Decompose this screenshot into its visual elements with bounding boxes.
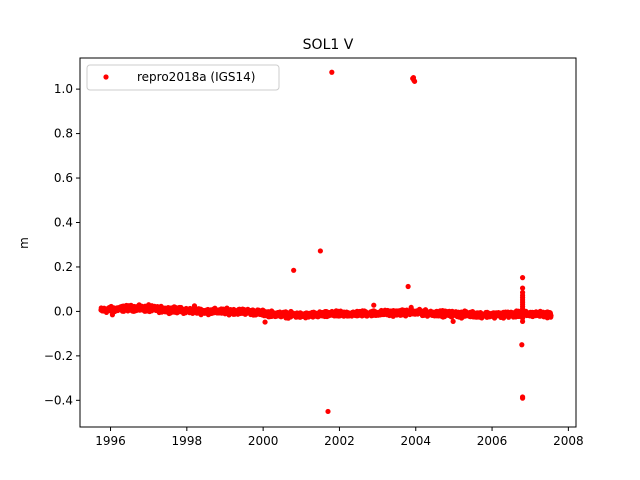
- y-tick-label: 0.8: [54, 127, 73, 141]
- x-tick-label: 1998: [172, 434, 203, 448]
- chart-title: SOL1 V: [303, 37, 354, 53]
- series-points: [98, 69, 554, 415]
- data-point: [458, 315, 465, 321]
- y-axis-label: m: [17, 237, 31, 249]
- data-point: [329, 69, 335, 75]
- data-point: [519, 342, 525, 348]
- x-axis-ticks: 1996 1998 2000 2002 2004 2006 2008: [95, 427, 584, 448]
- data-point: [146, 302, 152, 308]
- y-tick-label: −0.4: [44, 393, 73, 407]
- data-point: [519, 306, 526, 312]
- data-point: [450, 318, 456, 325]
- x-tick-label: 2008: [553, 434, 584, 448]
- data-point: [107, 304, 114, 310]
- data-point: [519, 395, 526, 401]
- data-point: [500, 315, 507, 321]
- data-point: [371, 302, 377, 308]
- data-point: [262, 319, 268, 325]
- data-point: [317, 248, 323, 254]
- x-tick-label: 2004: [400, 434, 431, 448]
- y-tick-label: −0.2: [44, 349, 73, 363]
- y-tick-label: 0.6: [54, 171, 73, 185]
- y-tick-label: 1.0: [54, 82, 73, 96]
- data-point: [519, 285, 526, 291]
- data-point: [405, 283, 411, 290]
- axes-frame: [79, 57, 577, 428]
- data-point: [291, 267, 297, 273]
- data-point: [548, 312, 554, 319]
- x-tick-label: 2000: [248, 434, 279, 448]
- legend-box: [86, 64, 280, 91]
- x-tick-label: 2002: [324, 434, 355, 448]
- legend-label: repro2018a (IGS14): [137, 70, 255, 84]
- data-point: [519, 275, 526, 281]
- x-tick-label: 2006: [477, 434, 508, 448]
- y-tick-label: 0.2: [54, 260, 73, 274]
- data-point: [325, 408, 331, 415]
- data-point: [191, 303, 198, 309]
- x-tick-label: 1996: [95, 434, 126, 448]
- legend-marker: [103, 74, 109, 80]
- data-point: [412, 78, 418, 84]
- legend: repro2018a (IGS14): [86, 64, 280, 91]
- y-tick-label: 0.0: [54, 304, 73, 318]
- plot-area: [98, 69, 554, 415]
- data-point: [109, 312, 116, 318]
- y-axis-ticks: −0.4 −0.2 0.0 0.2 0.4 0.6 0.8 1.0: [44, 82, 80, 407]
- data-point: [519, 318, 526, 325]
- data-point: [408, 304, 414, 311]
- y-tick-label: 0.4: [54, 215, 73, 229]
